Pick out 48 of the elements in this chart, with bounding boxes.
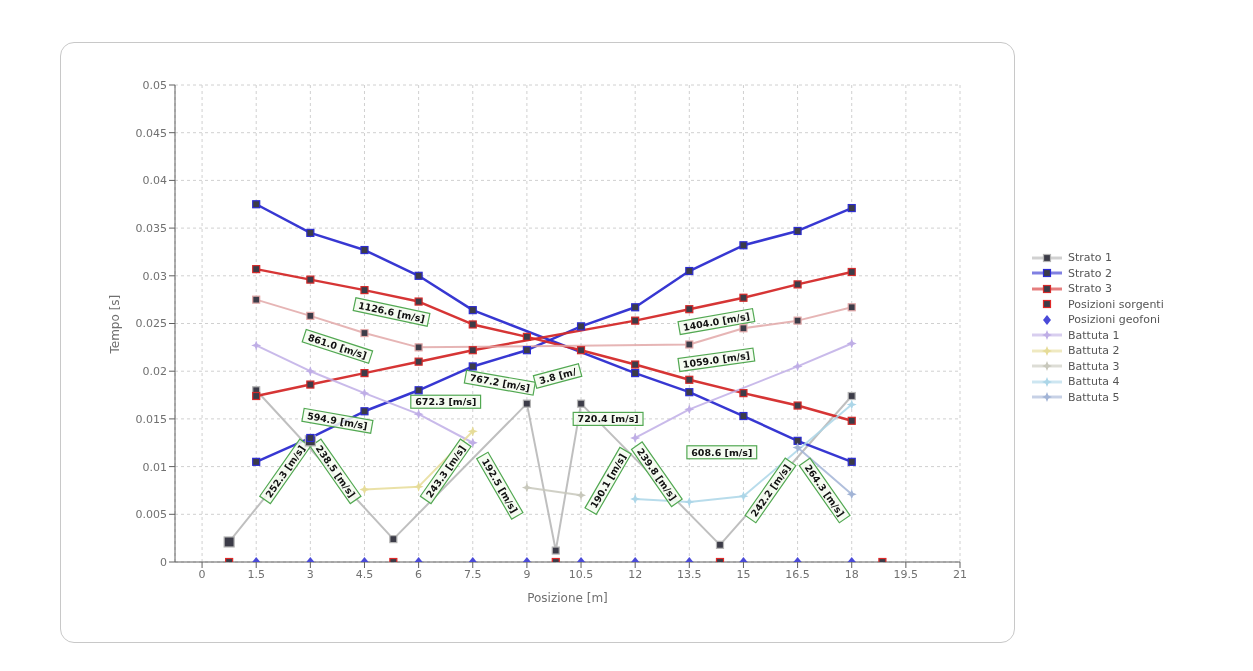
x-tick-label: 19.5 bbox=[893, 567, 919, 581]
legend-label: Battuta 5 bbox=[1068, 389, 1120, 405]
x-tick-label: 21 bbox=[953, 567, 967, 581]
y-axis-title: Tempo [s] bbox=[108, 294, 123, 355]
annotation: 1126.6 [m/s] bbox=[357, 299, 426, 325]
y-tick-label: 0.04 bbox=[142, 174, 167, 188]
legend-label: Battuta 1 bbox=[1068, 327, 1120, 343]
x-tick-label: 16.5 bbox=[785, 567, 810, 581]
x-tick-label: 0 bbox=[198, 567, 206, 581]
x-tick-label: 6 bbox=[415, 567, 423, 581]
x-tick-label: 4.5 bbox=[355, 567, 374, 581]
annotation: 861.0 [m/s] bbox=[306, 331, 369, 362]
x-axis-title: Posizione [m] bbox=[527, 591, 608, 605]
y-tick-label: 0.035 bbox=[135, 222, 167, 236]
x-tick-label: 13.5 bbox=[677, 567, 702, 581]
annotation: 720.4 [m/s] bbox=[577, 413, 639, 425]
legend-label: Battuta 2 bbox=[1068, 343, 1120, 359]
annotation: 608.6 [m/s] bbox=[691, 446, 753, 458]
annotation: 594.9 [m/s] bbox=[306, 410, 369, 432]
y-tick-label: 0.03 bbox=[142, 269, 167, 283]
legend-label: Strato 2 bbox=[1068, 265, 1113, 281]
y-tick-label: 0 bbox=[160, 555, 167, 569]
legend-label: Strato 1 bbox=[1068, 250, 1113, 266]
x-tick-label: 1.5 bbox=[247, 567, 265, 581]
legend-label: Posizioni geofoni bbox=[1068, 312, 1160, 328]
legend-label: Battuta 3 bbox=[1068, 358, 1120, 374]
y-tick-label: 0.015 bbox=[135, 412, 167, 426]
annotation: 1059.0 [m/s] bbox=[682, 349, 751, 370]
x-tick-label: 15 bbox=[736, 567, 751, 581]
legend-label: Posizioni sorgenti bbox=[1068, 296, 1164, 312]
y-tick-label: 0.005 bbox=[135, 508, 167, 522]
x-tick-label: 12 bbox=[628, 567, 643, 581]
x-tick-label: 9 bbox=[523, 567, 531, 581]
annotation: 767.2 [m/s] bbox=[468, 371, 531, 394]
y-tick-label: 0.025 bbox=[135, 317, 167, 331]
y-tick-label: 0.05 bbox=[142, 78, 167, 92]
y-tick-label: 0.045 bbox=[135, 126, 167, 140]
legend-label: Strato 3 bbox=[1068, 281, 1113, 297]
annotation: 1404.0 [m/s] bbox=[682, 310, 751, 333]
y-tick-label: 0.01 bbox=[142, 460, 167, 474]
y-tick-label: 0.02 bbox=[142, 365, 167, 379]
annotation: 3.8 [m/ bbox=[537, 365, 578, 387]
x-tick-label: 10.5 bbox=[568, 567, 594, 581]
x-tick-label: 18 bbox=[844, 567, 859, 581]
x-tick-label: 7.5 bbox=[464, 567, 482, 581]
x-tick-label: 3 bbox=[306, 567, 314, 581]
legend-label: Battuta 4 bbox=[1068, 374, 1120, 390]
annotation: 672.3 [m/s] bbox=[415, 396, 477, 408]
